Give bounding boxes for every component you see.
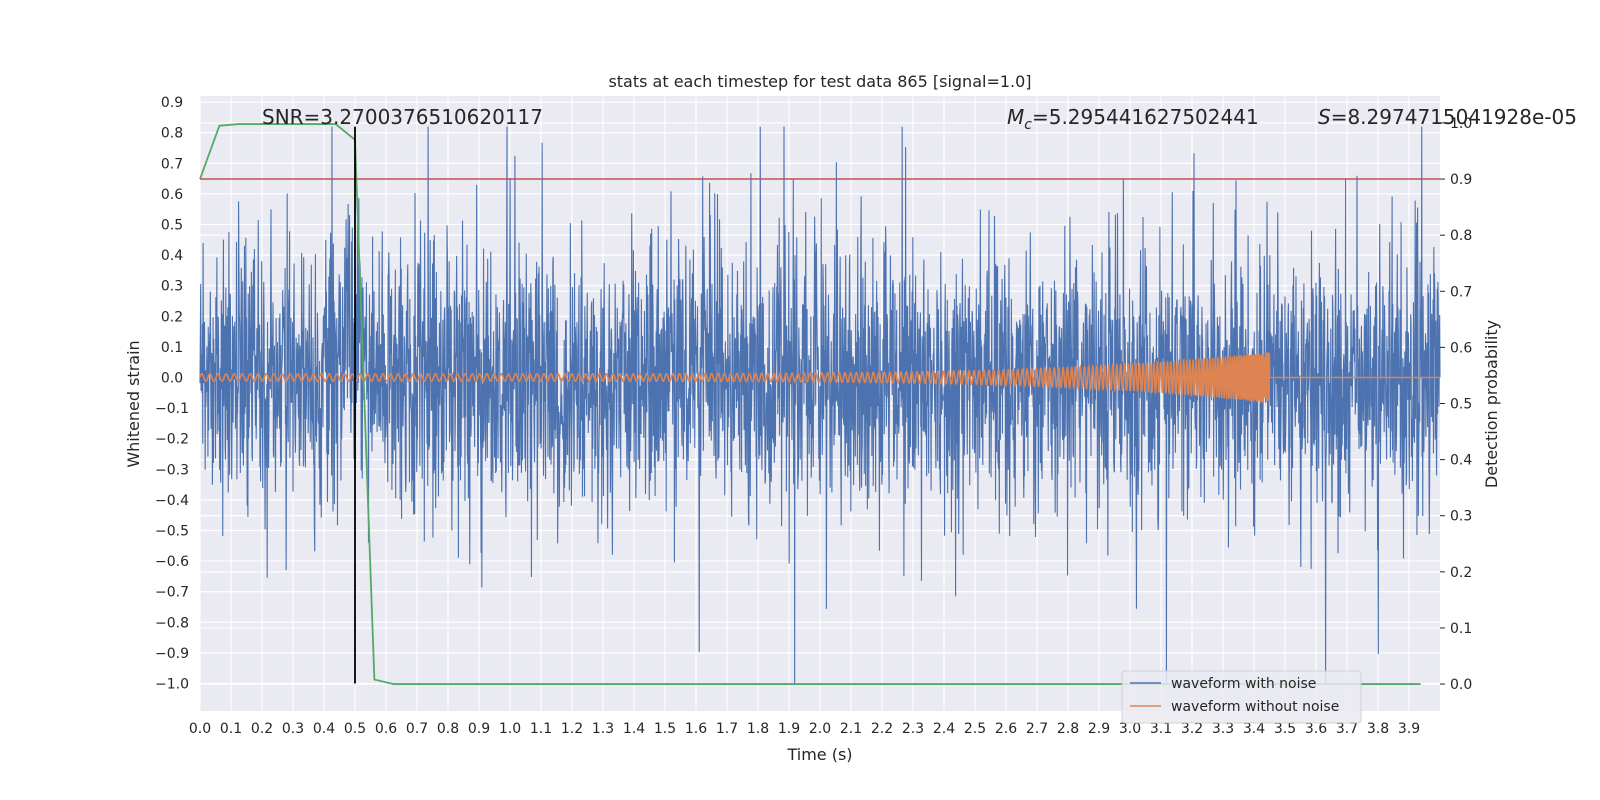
x-tick-label: 3.3 — [1212, 721, 1234, 737]
x-axis-ticks: 0.0 0.1 0.2 0.3 0.4 0.5 0.6 0.7 0.8 0.9 1.0 1.1 1.2 1… — [189, 721, 1420, 737]
y2-tick-label: 0.6 — [1450, 340, 1472, 356]
y-tick-label: 0.8 — [161, 126, 183, 142]
y-tick-label: 0.6 — [161, 187, 183, 203]
y-tick-label: −0.8 — [155, 615, 189, 631]
y2-tick-label: 0.3 — [1450, 509, 1472, 525]
x-tick-label: 2.7 — [1026, 721, 1048, 737]
y-axis-ticks: 0.9 0.8 0.7 0.6 0.5 0.4 0.3 0.2 0.1 0.0 −0.1 −0.2 −0… — [155, 95, 189, 692]
y2-tick-label: 0.0 — [1450, 677, 1472, 693]
y2-tick-label: 0.1 — [1450, 621, 1472, 637]
legend-label-clean: waveform without noise — [1171, 699, 1339, 715]
overlays — [200, 126, 1440, 684]
x-tick-label: 0.5 — [344, 721, 366, 737]
x-tick-label: 2.8 — [1057, 721, 1079, 737]
y-tick-label: 0.5 — [161, 218, 183, 234]
x-tick-label: 1.0 — [499, 721, 521, 737]
legend: waveform with noise waveform without noi… — [1121, 670, 1362, 724]
y-tick-label: 0.4 — [161, 248, 183, 264]
y2-axis-ticks: 1.0 0.9 0.8 0.7 0.6 0.5 0.4 0.3 0.2 0.1 0.0 — [1440, 116, 1472, 693]
y-tick-label: −0.1 — [155, 401, 189, 417]
x-tick-label: 0.9 — [468, 721, 490, 737]
annotation-chirp-mass-subscript: c — [1024, 117, 1032, 133]
x-tick-label: 1.1 — [530, 721, 552, 737]
y-tick-label: 0.1 — [161, 340, 183, 356]
x-tick-label: 2.0 — [809, 721, 831, 737]
x-tick-label: 3.4 — [1243, 721, 1265, 737]
y-tick-label: −0.9 — [155, 646, 189, 662]
x-tick-label: 2.3 — [902, 721, 924, 737]
waveform-with-noise-line — [199, 126, 1441, 684]
y2-tick-label: 0.7 — [1450, 284, 1472, 300]
annotation-chirp-mass-value: =5.295441627502441 — [1032, 105, 1259, 129]
x-tick-label: 1.4 — [623, 721, 645, 737]
x-tick-label: 1.3 — [592, 721, 614, 737]
x-tick-label: 0.7 — [406, 721, 428, 737]
x-tick-label: 0.6 — [375, 721, 397, 737]
x-tick-label: 0.0 — [189, 721, 211, 737]
y-tick-label: 0.7 — [161, 156, 183, 172]
x-tick-label: 1.9 — [778, 721, 800, 737]
x-tick-label: 1.6 — [685, 721, 707, 737]
x-tick-label: 0.4 — [313, 721, 335, 737]
x-tick-label: 0.3 — [282, 721, 304, 737]
x-tick-label: 2.5 — [964, 721, 986, 737]
series-waveform-without-noise — [199, 352, 1440, 403]
y2-tick-label: 0.9 — [1450, 172, 1472, 188]
x-tick-label: 3.2 — [1181, 721, 1203, 737]
x-tick-label: 1.5 — [654, 721, 676, 737]
x-axis-label: Time (s) — [786, 745, 852, 764]
y-tick-label: 0.3 — [161, 279, 183, 295]
x-tick-label: 3.5 — [1274, 721, 1296, 737]
x-tick-label: 1.7 — [716, 721, 738, 737]
x-tick-label: 3.8 — [1367, 721, 1389, 737]
y-tick-label: −0.4 — [155, 493, 189, 509]
y2-axis-label: Detection probability — [1482, 320, 1501, 488]
legend-box — [1121, 670, 1362, 724]
x-tick-label: 3.9 — [1398, 721, 1420, 737]
x-tick-label: 3.7 — [1336, 721, 1358, 737]
annotation-snr: SNR=3.2700376510620117 — [262, 105, 543, 129]
y2-tick-label: 0.2 — [1450, 565, 1472, 581]
annotation-chirp-mass: Mc=5.295441627502441 — [1007, 105, 1259, 133]
x-tick-label: 2.4 — [933, 721, 955, 737]
annotation-s-value: =8.2974715041928e-05 — [1331, 105, 1577, 129]
y-tick-label: −0.2 — [155, 432, 189, 448]
chart-title: stats at each timestep for test data 865… — [608, 72, 1031, 91]
y2-tick-label: 0.8 — [1450, 228, 1472, 244]
y-tick-label: 0.0 — [161, 370, 183, 386]
x-tick-label: 3.1 — [1150, 721, 1172, 737]
y-tick-label: −0.6 — [155, 554, 189, 570]
y-tick-label: −0.3 — [155, 462, 189, 478]
x-tick-label: 1.8 — [747, 721, 769, 737]
x-tick-label: 1.2 — [561, 721, 583, 737]
y-tick-label: −0.5 — [155, 523, 189, 539]
x-tick-label: 0.1 — [220, 721, 242, 737]
series-waveform-with-noise — [199, 126, 1441, 684]
x-tick-label: 0.2 — [251, 721, 273, 737]
x-tick-label: 3.6 — [1305, 721, 1327, 737]
x-tick-label: 2.1 — [840, 721, 862, 737]
x-tick-label: 0.8 — [437, 721, 459, 737]
x-tick-label: 2.6 — [995, 721, 1017, 737]
x-tick-label: 3.0 — [1119, 721, 1141, 737]
y2-tick-label: 0.5 — [1450, 397, 1472, 413]
y-tick-label: 0.9 — [161, 95, 183, 111]
y-axis-label: Whitened strain — [124, 340, 143, 467]
y-tick-label: −0.7 — [155, 585, 189, 601]
y-tick-label: −1.0 — [155, 676, 189, 692]
x-tick-label: 2.2 — [871, 721, 893, 737]
y2-tick-label: 1.0 — [1450, 116, 1472, 132]
waveform-without-noise-line — [199, 352, 1440, 403]
annotation-s: S=8.2974715041928e-05 — [1318, 105, 1577, 129]
y2-tick-label: 0.4 — [1450, 453, 1472, 469]
annotation-chirp-mass-symbol: M — [1007, 105, 1024, 129]
y-tick-label: 0.2 — [161, 309, 183, 325]
annotation-s-symbol: S — [1318, 105, 1331, 129]
x-tick-label: 2.9 — [1088, 721, 1110, 737]
legend-label-noise: waveform with noise — [1171, 676, 1316, 692]
